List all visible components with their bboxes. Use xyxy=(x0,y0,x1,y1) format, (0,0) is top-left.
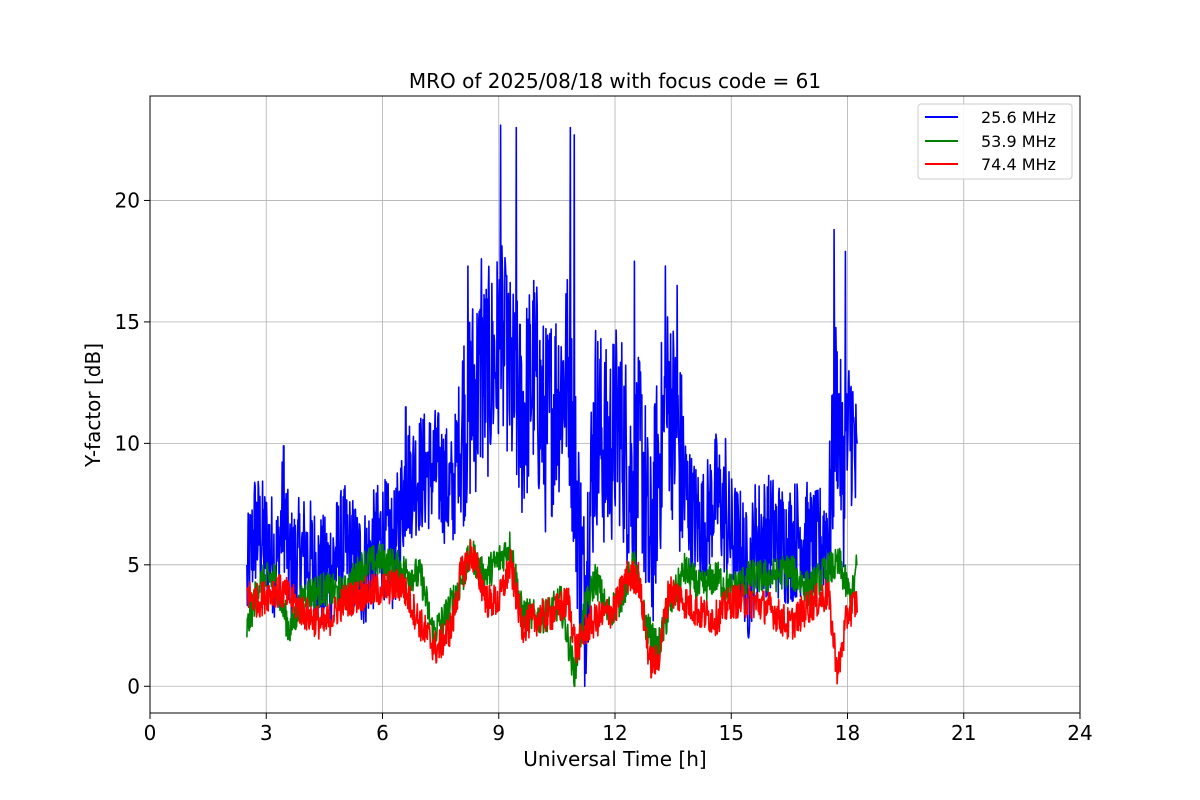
x-tick-label: 0 xyxy=(144,721,157,745)
series-line xyxy=(246,539,858,685)
y-tick-label: 20 xyxy=(115,188,140,212)
x-tick-label: 9 xyxy=(492,721,505,745)
legend-box xyxy=(917,103,1073,180)
x-tick-label: 6 xyxy=(376,721,389,745)
y-tick-label: 10 xyxy=(115,431,140,455)
legend-label-25-6: 25.6 MHz xyxy=(981,108,1056,127)
y-tick-label: 5 xyxy=(127,553,140,577)
legend-label-74-4: 74.4 MHz xyxy=(981,155,1056,174)
x-tick-label: 21 xyxy=(951,721,976,745)
series-layer xyxy=(246,124,858,688)
y-tick-label: 15 xyxy=(115,310,140,334)
chart-title: MRO of 2025/08/18 with focus code = 61 xyxy=(409,69,821,93)
x-tick-label: 18 xyxy=(835,721,860,745)
legend: 25.6 MHz 53.9 MHz 74.4 MHz xyxy=(917,103,1073,180)
legend-label-53-9: 53.9 MHz xyxy=(981,132,1056,151)
x-tick-label: 3 xyxy=(260,721,273,745)
x-tick-label: 24 xyxy=(1067,721,1092,745)
y-tick-label: 0 xyxy=(127,674,140,698)
x-axis-label: Universal Time [h] xyxy=(523,747,706,771)
y-axis-label: Y-factor [dB] xyxy=(81,343,105,468)
x-tick-label: 12 xyxy=(602,721,627,745)
ticks: 0 3 6 9 12 15 18 21 24 0 5 10 15 20 xyxy=(115,188,1093,745)
series-line xyxy=(246,124,858,688)
x-tick-label: 15 xyxy=(719,721,744,745)
